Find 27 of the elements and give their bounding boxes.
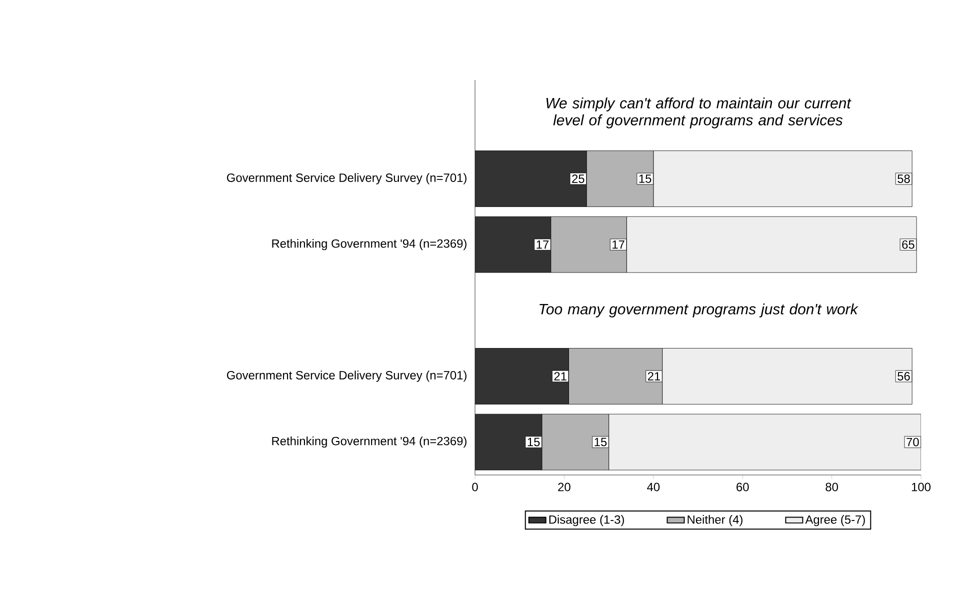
- data-label: 15: [639, 174, 652, 183]
- x-tick-label: 80: [826, 482, 838, 492]
- data-label: 70: [906, 438, 919, 446]
- data-label: 15: [594, 438, 607, 446]
- x-tick-label: 20: [558, 482, 570, 492]
- data-label: 58: [898, 174, 910, 183]
- data-label: 56: [898, 372, 910, 380]
- y-tick-label: Government Service Delivery Survey (n=701): [226, 370, 466, 382]
- data-label: 65: [902, 240, 914, 249]
- data-label: 17: [536, 240, 549, 249]
- legend-label: Disagree (1-3): [549, 515, 624, 526]
- x-tick-label: 40: [647, 482, 660, 492]
- x-tick-label: 100: [912, 482, 931, 492]
- x-tick-label: 60: [736, 482, 749, 492]
- data-label: 21: [554, 372, 566, 380]
- data-label: 15: [528, 438, 540, 446]
- y-tick-label: Rethinking Government '94 (n=2369): [272, 239, 466, 250]
- legend-label: Neither (4): [688, 515, 742, 526]
- y-tick-label: Government Service Delivery Survey (n=701): [226, 173, 466, 184]
- data-label: 21: [648, 372, 660, 380]
- annotation: Too many government programs just don't work: [540, 303, 858, 318]
- x-tick-label: 0: [472, 482, 478, 492]
- annotation: We simply can't afford to maintain our current level of government programs and services: [546, 97, 852, 128]
- y-tick-label: Rethinking Government '94 (n=2369): [272, 436, 466, 448]
- data-label: 17: [612, 240, 624, 249]
- legend-label: Agree (5-7): [805, 515, 865, 526]
- data-label: 25: [572, 174, 584, 183]
